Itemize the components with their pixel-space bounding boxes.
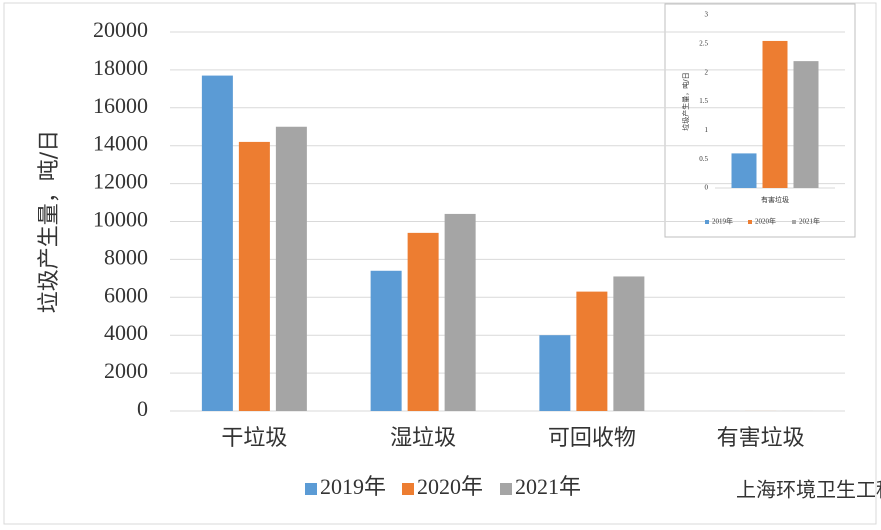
y-tick-label: 4000 [104, 320, 148, 345]
y-tick-label: 8000 [104, 244, 148, 269]
y-tick-label: 16000 [93, 93, 148, 118]
legend-swatch [748, 220, 752, 224]
y-tick-label: 1.5 [699, 97, 708, 105]
legend-label: 2021年 [799, 217, 820, 226]
bar [576, 291, 608, 411]
bar [731, 153, 757, 188]
bar [793, 61, 819, 189]
y-tick-label: 2 [705, 68, 709, 76]
bar [407, 232, 439, 411]
legend-label: 2019年 [320, 474, 386, 499]
watermark: 上海环境卫生工程设计院 [736, 478, 881, 502]
legend-swatch [305, 483, 317, 495]
y-axis-label: 垃圾产生量，吨/日 [681, 72, 690, 130]
y-tick-label: 1 [705, 126, 709, 134]
y-axis-label: 垃圾产生量，吨/日 [37, 130, 62, 313]
bar [370, 270, 402, 411]
y-tick-label: 0.5 [699, 155, 708, 163]
bar [444, 213, 476, 411]
x-tick-label: 可回收物 [548, 426, 636, 451]
legend-swatch [402, 483, 414, 495]
y-tick-label: 2.5 [699, 39, 708, 47]
legend-label: 2019年 [712, 217, 733, 226]
y-tick-label: 12000 [93, 169, 148, 194]
y-tick-label: 6000 [104, 282, 148, 307]
legend-swatch [792, 220, 796, 224]
bar [613, 276, 645, 411]
x-tick-label: 干垃圾 [221, 426, 287, 451]
y-tick-label: 20000 [93, 17, 148, 42]
y-tick-label: 0 [705, 184, 709, 192]
inset-border [664, 3, 856, 238]
legend-swatch [500, 483, 512, 495]
legend-label: 2020年 [755, 217, 776, 226]
bar [275, 126, 307, 411]
y-tick-label: 18000 [93, 55, 148, 80]
bar [539, 335, 571, 411]
legend-label: 2021年 [515, 474, 581, 499]
bar [238, 141, 270, 411]
y-tick-label: 10000 [93, 207, 148, 232]
y-tick-label: 3 [705, 11, 709, 19]
x-tick-label: 湿垃圾 [390, 426, 456, 451]
y-tick-label: 2000 [104, 358, 148, 383]
legend-swatch [705, 220, 709, 224]
bar [201, 75, 233, 412]
y-tick-label: 14000 [93, 131, 148, 156]
legend-label: 2020年 [417, 474, 483, 499]
y-tick-label: 0 [137, 396, 148, 421]
x-tick-label: 有害垃圾 [717, 426, 805, 451]
bar [762, 40, 788, 189]
x-tick-label: 有害垃圾 [761, 195, 789, 204]
